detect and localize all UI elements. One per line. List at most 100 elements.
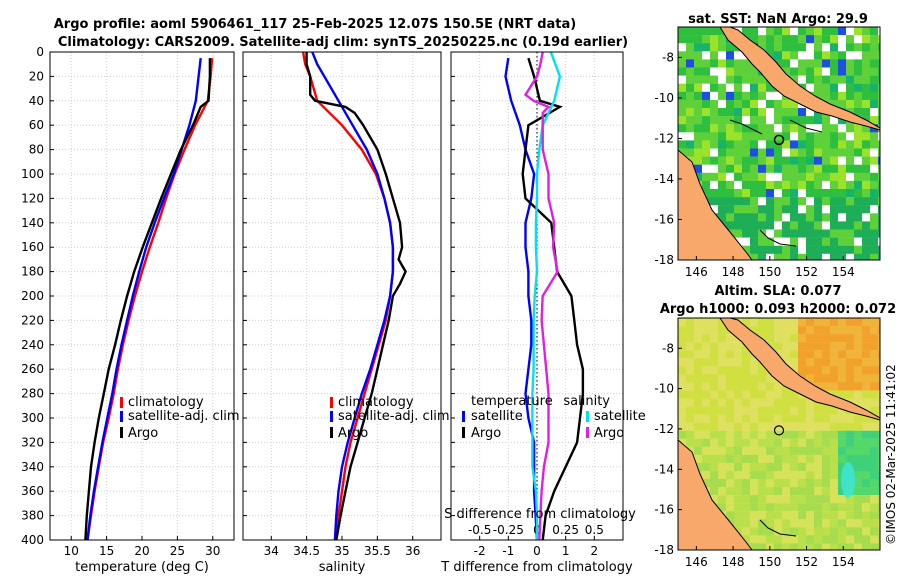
sla-cell <box>750 390 759 399</box>
sst-cell <box>774 213 783 222</box>
sst-cell <box>758 221 767 230</box>
sst-cell <box>798 75 807 84</box>
sla-cell <box>806 358 815 367</box>
sst-cell <box>742 172 751 182</box>
sst-cell <box>782 172 791 182</box>
sst-cell <box>798 59 807 68</box>
sla-cell <box>734 454 743 464</box>
legend-label-satellite: satellite-adj. clim <box>338 409 450 424</box>
sla-cell <box>726 454 735 464</box>
lon-tick-label: 148 <box>722 265 745 279</box>
sla-cell <box>734 414 743 423</box>
sla-cell <box>798 535 807 544</box>
sla-cell <box>766 382 775 391</box>
sla-cell <box>734 438 743 447</box>
sst-cell <box>846 229 855 238</box>
sla-cell <box>734 374 743 383</box>
sla-cell <box>710 487 719 496</box>
sla-cell <box>782 422 791 431</box>
sst-cell <box>774 59 783 68</box>
sla-cell <box>750 382 759 391</box>
sla-cell <box>862 527 871 536</box>
sst-cell <box>838 245 847 254</box>
sst-cell <box>694 51 703 60</box>
sla-cell <box>718 414 727 423</box>
sst-cell <box>806 180 815 190</box>
x-tick-label: -2 <box>474 544 486 558</box>
sla-cell <box>702 390 711 399</box>
sst-cell <box>798 180 807 190</box>
sst-cell <box>734 116 743 125</box>
sst-cell <box>822 156 831 165</box>
sla-cell <box>790 479 799 488</box>
sst-cell <box>702 75 711 84</box>
sst-cell <box>774 132 783 141</box>
sst-cell <box>718 75 727 84</box>
sla-cell <box>870 390 879 399</box>
sla-cell <box>758 479 767 488</box>
sst-cell <box>862 132 871 141</box>
sst-cell <box>846 51 855 60</box>
legend-label-t-argo: Argo <box>471 426 501 441</box>
sst-cell <box>750 99 759 109</box>
sst-cell <box>718 189 727 198</box>
sst-cell <box>726 172 735 182</box>
sla-cell <box>862 479 871 488</box>
depth-tick-label: 140 <box>21 216 44 230</box>
sla-cell <box>846 535 855 544</box>
sla-cell <box>766 326 775 335</box>
sst-cell <box>830 132 839 141</box>
lat-tick-label: -16 <box>654 212 674 226</box>
sst-cell <box>830 83 839 92</box>
sst-cell <box>870 148 879 157</box>
sst-cell <box>806 59 815 68</box>
sst-cell <box>718 140 727 149</box>
sla-cell <box>862 398 871 407</box>
depth-tick-label: 300 <box>21 411 44 425</box>
sst-cell <box>678 59 687 68</box>
sla-cell <box>766 454 775 464</box>
sst-cell <box>678 75 687 84</box>
sla-map-title: Altim. SLA: 0.077 <box>715 284 842 299</box>
sst-cell <box>726 83 735 92</box>
sst-cell <box>790 124 799 133</box>
sst-cell <box>838 140 847 149</box>
temperature-grid <box>50 51 234 541</box>
depth-tick-label: 100 <box>21 167 44 181</box>
sla-cell <box>726 390 735 399</box>
sst-cell <box>710 43 719 52</box>
difference-legend: temperature satellite Argo salinity sate… <box>462 394 646 441</box>
sst-cell <box>694 67 703 76</box>
sst-cell <box>710 164 719 173</box>
sla-cell <box>742 350 751 359</box>
sla-cell <box>798 454 807 464</box>
sla-cell <box>694 438 703 447</box>
lon-tick-label: 150 <box>758 265 781 279</box>
imos-credit: ©IMOS 02-Mar-2025 11:41:02 <box>884 364 898 545</box>
sst-cell <box>758 245 767 254</box>
sla-cell <box>830 430 839 439</box>
sst-cell <box>726 221 735 230</box>
depth-tick-label: 80 <box>29 143 44 157</box>
sla-cell <box>846 414 855 423</box>
sst-cell <box>750 35 759 44</box>
sla-cell <box>814 470 823 480</box>
sla-cell <box>806 519 815 528</box>
legend-swatch-satellite <box>120 411 123 422</box>
sst-cell <box>854 253 863 260</box>
sla-cell <box>742 487 751 496</box>
sla-cell <box>742 446 751 455</box>
sla-cell <box>718 366 727 375</box>
sla-cell <box>862 503 871 512</box>
sst-cell <box>814 51 823 60</box>
sla-cell <box>814 334 823 343</box>
sla-cell <box>790 422 799 431</box>
sst-cell <box>766 124 775 133</box>
sst-cell <box>758 172 767 182</box>
sla-cell <box>718 318 727 327</box>
argo-float-marker <box>773 425 785 436</box>
depth-tick-label: 240 <box>21 338 44 352</box>
sla-cell <box>710 342 719 351</box>
legend-label-argo: Argo <box>128 426 158 441</box>
sla-cell <box>814 543 823 550</box>
